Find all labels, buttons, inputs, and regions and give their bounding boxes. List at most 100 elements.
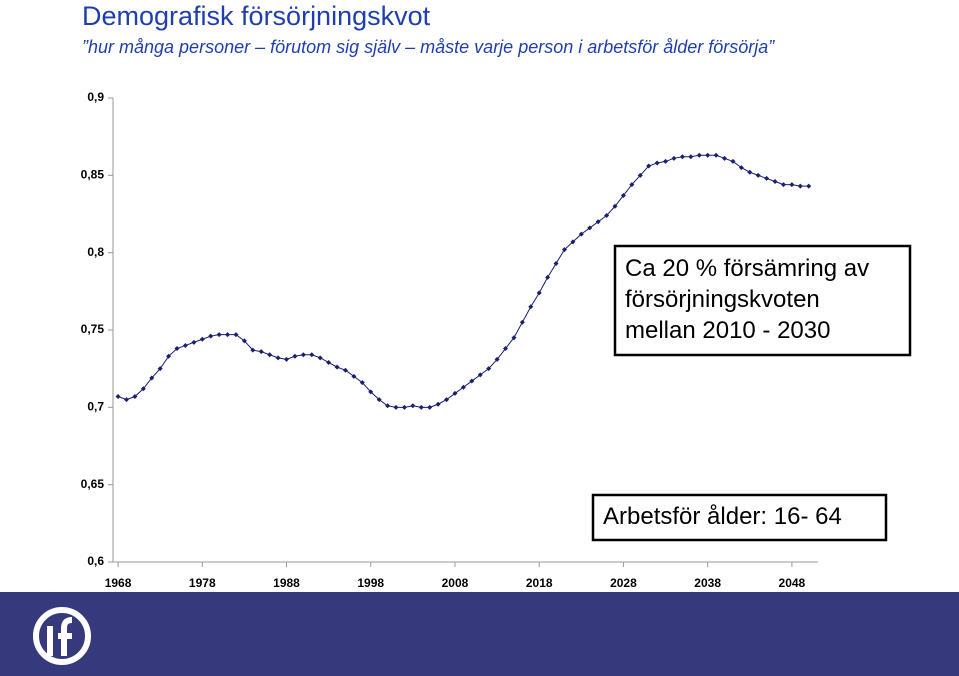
point-marker	[561, 247, 567, 253]
point-marker	[241, 338, 247, 344]
x-tick-label: 1978	[189, 576, 216, 590]
point-marker	[199, 336, 205, 342]
point-marker	[292, 353, 298, 359]
x-tick-label: 2018	[526, 576, 553, 590]
annotation-text: mellan 2010 - 2030	[625, 317, 830, 344]
y-tick-label: 0,7	[87, 400, 104, 414]
point-marker	[140, 386, 146, 392]
annotation-text: Ca 20 % försämring av	[625, 255, 869, 282]
point-marker	[250, 347, 256, 353]
point-marker	[772, 179, 778, 185]
point-marker	[688, 154, 694, 160]
point-marker	[620, 192, 626, 198]
point-marker	[629, 182, 635, 188]
chart-subtitle: ”hur många personer – förutom sig själv …	[82, 37, 775, 57]
point-marker	[174, 346, 180, 352]
point-marker	[578, 231, 584, 237]
point-marker	[789, 182, 795, 188]
point-marker	[755, 172, 761, 178]
point-marker	[747, 169, 753, 175]
point-marker	[637, 172, 643, 178]
chart-title: Demografisk försörjningskvot	[82, 1, 431, 31]
point-marker	[309, 352, 315, 358]
point-marker	[612, 203, 618, 209]
point-marker	[334, 364, 340, 370]
annotation-box	[613, 244, 912, 357]
point-marker	[545, 274, 551, 280]
point-marker	[132, 394, 138, 400]
y-tick-label: 0,65	[81, 477, 105, 491]
point-marker	[503, 346, 509, 352]
point-marker	[663, 158, 669, 164]
point-marker	[359, 380, 365, 386]
y-tick-label: 0,8	[87, 245, 104, 259]
point-marker	[418, 404, 424, 410]
point-marker	[115, 394, 121, 400]
x-tick-label: 1998	[357, 576, 384, 590]
point-marker	[477, 372, 483, 378]
point-marker	[284, 356, 290, 362]
point-marker	[696, 152, 702, 158]
point-marker	[486, 366, 492, 372]
point-marker	[385, 403, 391, 409]
point-marker	[233, 332, 239, 338]
point-marker	[460, 384, 466, 390]
point-marker	[376, 397, 382, 403]
x-tick-label: 2008	[442, 576, 469, 590]
point-marker	[553, 260, 559, 266]
y-tick-label: 0,9	[87, 90, 104, 104]
x-tick-label: 2038	[694, 576, 721, 590]
point-marker	[275, 355, 281, 361]
point-marker	[393, 404, 399, 410]
point-marker	[705, 152, 711, 158]
y-tick-label: 0,85	[81, 168, 105, 182]
point-marker	[401, 404, 407, 410]
x-tick-label: 1988	[273, 576, 300, 590]
point-marker	[225, 332, 231, 338]
point-marker	[342, 367, 348, 373]
point-marker	[764, 175, 770, 181]
point-marker	[654, 160, 660, 166]
point-marker	[722, 155, 728, 161]
point-marker	[351, 373, 357, 379]
point-marker	[166, 353, 172, 359]
point-marker	[258, 349, 264, 355]
annotation-text: försörjningskvoten	[625, 286, 820, 313]
point-marker	[427, 404, 433, 410]
x-tick-label: 1968	[105, 576, 132, 590]
point-marker	[730, 158, 736, 164]
point-marker	[570, 239, 576, 245]
annotation-text: Arbetsför ålder: 16- 64	[603, 503, 842, 530]
point-marker	[444, 397, 450, 403]
point-marker	[713, 152, 719, 158]
point-marker	[671, 155, 677, 161]
y-tick-label: 0,6	[87, 554, 104, 568]
annotation-box	[591, 493, 888, 542]
point-marker	[182, 342, 188, 348]
point-marker	[452, 390, 458, 396]
point-marker	[519, 319, 525, 325]
point-marker	[469, 378, 475, 384]
point-marker	[780, 182, 786, 188]
point-marker	[587, 225, 593, 231]
point-marker	[123, 397, 129, 403]
point-marker	[216, 332, 222, 338]
logo	[33, 607, 91, 665]
y-tick-label: 0,75	[81, 322, 105, 336]
point-marker	[511, 335, 517, 341]
point-marker	[435, 401, 441, 407]
point-marker	[646, 163, 652, 169]
x-tick-label: 2028	[610, 576, 637, 590]
point-marker	[191, 339, 197, 345]
point-marker	[208, 333, 214, 339]
point-marker	[149, 375, 155, 381]
x-tick-label: 2048	[779, 576, 806, 590]
point-marker	[300, 352, 306, 358]
point-marker	[595, 219, 601, 225]
point-marker	[797, 183, 803, 189]
footer-band	[0, 592, 959, 676]
point-marker	[679, 154, 685, 160]
point-marker	[368, 389, 374, 395]
